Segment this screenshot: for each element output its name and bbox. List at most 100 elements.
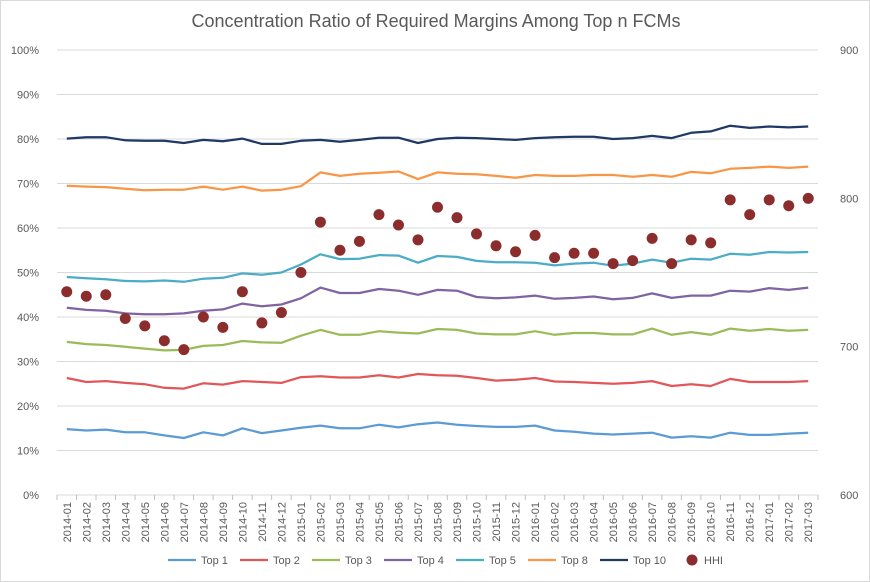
hhi-point [275,307,287,319]
x-tick-label: 2016-06 [628,502,640,542]
hhi-point [412,234,424,246]
hhi-point [334,244,346,256]
legend-label: Top 1 [201,555,228,567]
x-tick-label: 2014-04 [120,502,132,542]
x-tick-label: 2016-04 [589,502,601,542]
hhi-point [197,311,209,323]
hhi-point [763,194,775,206]
x-tick-label: 2016-09 [686,502,698,542]
hhi-point [256,317,268,329]
x-tick-label: 2016-10 [706,502,718,542]
x-tick-label: 2014-02 [81,502,93,542]
legend-item-top-2: Top 2 [240,555,300,567]
series-lines [66,124,809,440]
hhi-point [568,247,580,259]
right-tick-label: 600 [840,490,858,502]
legend-label: Top 8 [561,555,588,567]
hhi-point [744,209,756,221]
x-tick-label: 2015-10 [472,502,484,542]
x-tick-label: 2014-06 [159,502,171,542]
legend-label: Top 2 [273,555,300,567]
x-tick-label: 2014-03 [101,502,113,542]
hhi-point [490,240,502,252]
left-tick-label: 70% [17,179,39,191]
x-tick-label: 2014-07 [179,502,191,542]
x-tick-label: 2016-07 [647,502,659,542]
hhi-point [724,194,736,206]
x-tick-label: 2015-08 [433,502,445,542]
x-tick-label: 2015-02 [315,502,327,542]
hhi-point [61,286,73,298]
hhi-point [783,200,795,212]
left-tick-label: 90% [17,90,39,102]
x-tick-label: 2016-08 [667,502,679,542]
left-tick-label: 20% [17,401,39,413]
x-tick-label: 2014-09 [218,502,230,542]
series-line-top-8 [66,165,809,192]
right-axis-ticks: 600 700 800 900 [840,45,858,502]
left-tick-label: 60% [17,223,39,235]
left-tick-label: 100% [11,45,39,57]
hhi-point [607,258,619,270]
hhi-point [158,335,170,347]
hhi-point [529,229,541,241]
legend-label: Top 4 [417,555,444,567]
hhi-point [666,258,678,270]
x-axis-ticks: 2014-01 2014-02 2014-03 2014-04 2014-05 2014-… [56,495,819,542]
chart-title: Concentration Ratio of Required Margins … [191,11,681,31]
legend-label: Top 5 [489,555,516,567]
x-tick-label: 2015-01 [296,502,308,542]
gridlines [57,49,818,496]
left-axis-ticks: 0% 10% 20% 30% 40% 50% 60% 70% 80% 90% 100% [11,45,39,502]
legend-label: Top 10 [633,555,666,567]
left-tick-label: 80% [17,134,39,146]
hhi-point [119,312,131,324]
series-line-top-5 [66,250,809,283]
x-tick-label: 2015-06 [393,502,405,542]
series-line-top-2 [66,372,809,390]
x-tick-label: 2015-04 [354,502,366,542]
x-tick-label: 2016-11 [725,502,737,542]
x-tick-label: 2015-11 [491,502,503,542]
hhi-point [139,320,151,332]
hhi-point [685,234,697,246]
series-line-top-1 [66,421,809,440]
hhi-point [295,267,307,278]
x-tick-label: 2017-03 [803,502,815,542]
legend-marker [686,554,698,566]
hhi-point [217,321,229,333]
x-tick-label: 2015-05 [374,502,386,542]
x-tick-label: 2017-02 [784,502,796,542]
left-tick-label: 30% [17,357,39,369]
hhi-point [549,252,561,264]
x-tick-label: 2016-01 [530,502,542,542]
x-tick-label: 2015-09 [452,502,464,542]
x-tick-label: 2014-12 [276,502,288,542]
x-tick-label: 2015-07 [413,502,425,542]
legend-item-top-5: Top 5 [456,555,516,567]
legend: Top 1 Top 2 Top 3 Top 4 Top 5 Top 8 Top 10 HHI [168,554,723,567]
hhi-point [432,201,443,213]
hhi-point [627,255,639,267]
hhi-point [373,209,385,221]
right-tick-label: 700 [840,342,858,354]
hhi-point [646,232,658,244]
hhi-point [802,192,814,204]
x-tick-label: 2016-12 [745,502,757,542]
legend-item-top-4: Top 4 [384,555,444,567]
hhi-point [588,247,600,259]
legend-item-top-8: Top 8 [528,555,588,567]
hhi-point [705,237,717,249]
hhi-point [236,286,248,298]
x-tick-label: 2014-08 [198,502,210,542]
hhi-markers [61,192,814,356]
right-tick-label: 900 [840,45,858,57]
legend-label: Top 3 [345,555,372,567]
right-tick-label: 800 [840,193,858,205]
left-tick-label: 40% [17,312,39,324]
x-tick-label: 2016-05 [608,502,620,542]
x-tick-label: 2017-01 [764,502,776,542]
legend-item-top-10: Top 10 [600,555,666,567]
